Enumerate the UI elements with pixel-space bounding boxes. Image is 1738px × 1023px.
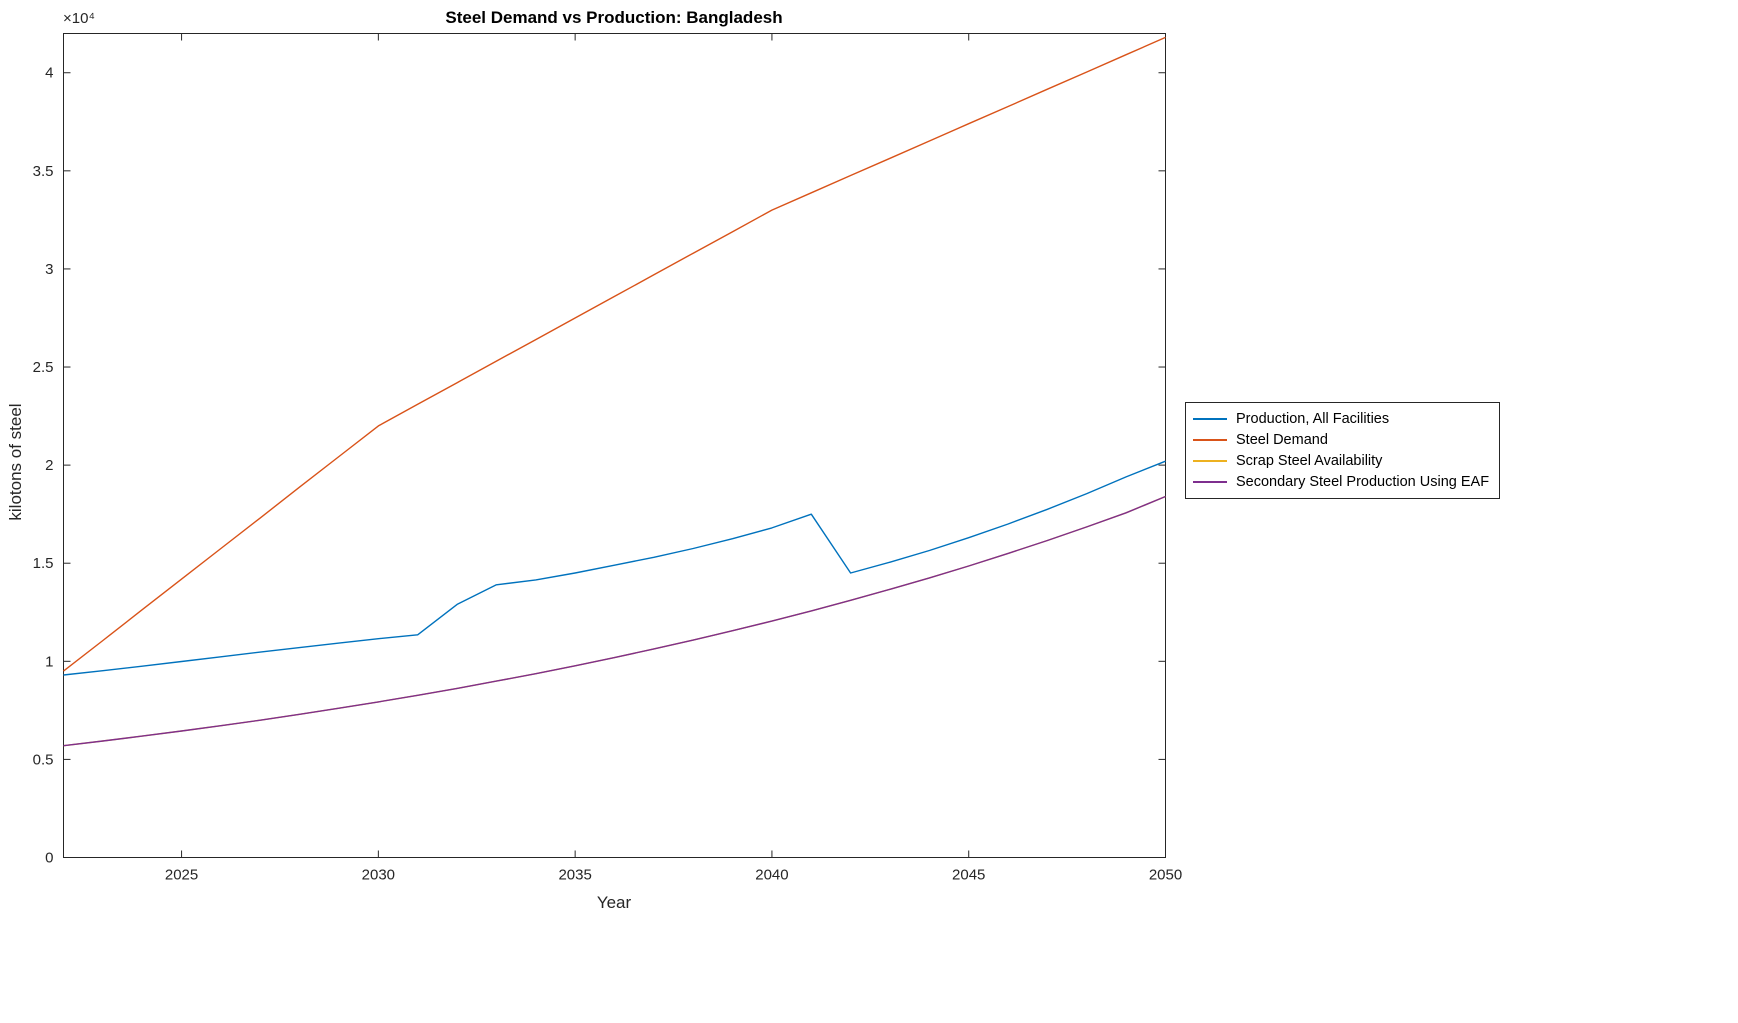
y-axis-label-text: kilotons of steel [6, 403, 25, 521]
y-tick-label: 3.5 [33, 163, 54, 180]
legend-item-label: Secondary Steel Production Using EAF [1236, 474, 1490, 490]
y-tick-label: 2.5 [33, 359, 54, 376]
y-tick-label: 1.5 [33, 555, 54, 572]
y-tick-label: 4 [45, 65, 53, 82]
x-tick-label: 2050 [1149, 867, 1182, 884]
legend-line-sample [1193, 460, 1227, 462]
y-tick-label: 0 [45, 850, 53, 867]
legend-item-production-all-facilities: Production, All Facilities [1191, 409, 1489, 429]
y-axis-exponent-label: ×10⁴ [63, 10, 95, 27]
series-line-production-all-facilities [63, 460, 1166, 676]
x-axis-label: Year [596, 893, 632, 912]
x-tick-label: 2045 [952, 867, 985, 884]
legend: Production, All Facilities Steel Demand … [1185, 402, 1501, 499]
series-line-scrap-steel-availability [63, 495, 1166, 747]
legend-item-label: Steel Demand [1236, 432, 1328, 448]
x-tick-label: 2030 [362, 867, 395, 884]
y-tick-label: 0.5 [33, 751, 54, 768]
legend-line-sample [1193, 481, 1227, 483]
y-tick-label: 1 [45, 653, 53, 670]
y-tick-label: 2 [45, 457, 53, 474]
legend-item-scrap-steel-availability: Scrap Steel Availability [1191, 451, 1489, 471]
legend-line-sample [1193, 418, 1227, 420]
legend-item-steel-demand: Steel Demand [1191, 430, 1489, 450]
x-tick-label: 2025 [165, 867, 198, 884]
legend-item-label: Scrap Steel Availability [1236, 453, 1383, 469]
axes-box [63, 33, 1166, 858]
series-line-steel-demand [63, 36, 1166, 672]
series-line-secondary-steel-production-using-eaf [63, 495, 1166, 747]
x-tick-label: 2040 [755, 867, 788, 884]
y-tick-label: 3 [45, 261, 53, 278]
legend-item-secondary-steel-production-eaf: Secondary Steel Production Using EAF [1191, 472, 1489, 492]
legend-line-sample [1193, 439, 1227, 441]
chart-title: Steel Demand vs Production: Bangladesh [445, 8, 783, 27]
x-tick-label: 2035 [558, 867, 591, 884]
legend-item-label: Production, All Facilities [1236, 411, 1390, 427]
